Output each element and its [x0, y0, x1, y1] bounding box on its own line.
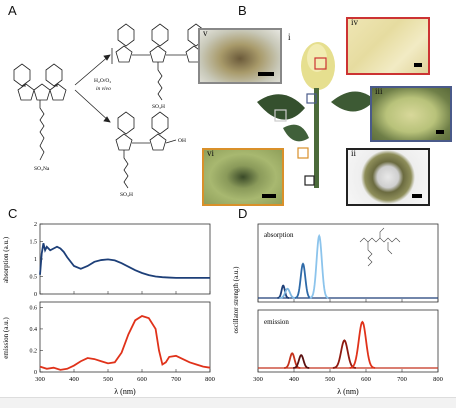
chemical-structure-diagram: H₂O/O₂ in vivo SO₃Na SO₃H SO₃H OH n [13, 23, 213, 198]
inset-label-vi: vi [207, 148, 215, 158]
inset-photo-iv: iv [346, 17, 430, 75]
scale-bar [412, 194, 422, 198]
emission-series-line [39, 315, 211, 371]
chart-c-xlabel: λ (nm) [114, 387, 136, 396]
panel-label-c: C [8, 206, 18, 221]
marker-node [297, 147, 309, 159]
peak-mark [284, 352, 301, 369]
x-tick-label: 300 [253, 376, 263, 383]
chart-d-ylabel: oscillator strength (a.u.) [232, 266, 240, 334]
rose-stem-illustration [257, 42, 375, 188]
reagents-line2: in vivo [96, 86, 111, 92]
inset-label-iii: iii [375, 86, 383, 96]
marker-stem-upper [306, 93, 317, 104]
scale-bar [414, 63, 422, 67]
x-tick-label: 700 [171, 376, 181, 383]
peak-mark [293, 354, 310, 369]
x-tick-label: 600 [137, 376, 147, 383]
chart-c-bottom-ylabel: emission (a.u.) [2, 317, 10, 359]
panel-label-d: D [238, 206, 248, 221]
sulfonate-top: SO₃H [152, 104, 165, 110]
y-tick-label: 0 [34, 292, 37, 298]
inset-label-ii: ii [351, 148, 357, 158]
inset-label-iv: iv [351, 17, 359, 27]
x-tick-label: 600 [361, 376, 371, 383]
y-tick-label: 1.5 [30, 240, 38, 246]
y-tick-label: 0.4 [30, 327, 38, 333]
inset-photo-v: v [198, 28, 282, 84]
peak-mark [294, 262, 312, 299]
peak-mark [332, 339, 356, 369]
scale-bar [436, 130, 444, 134]
x-tick-label: 800 [433, 376, 443, 383]
scale-bar [262, 194, 276, 198]
x-tick-label: 500 [325, 376, 335, 383]
y-tick-label: 2 [34, 222, 37, 228]
marker-stem-lower [304, 175, 315, 186]
peak-mark [349, 320, 376, 369]
footer-bar [0, 397, 456, 408]
hydroxyl-label: OH [178, 138, 186, 144]
x-tick-label: 400 [289, 376, 299, 383]
peak-mark [277, 284, 290, 299]
inset-photo-ii: ii [346, 148, 430, 206]
marker-petal [314, 57, 327, 70]
molecule-inset [359, 227, 401, 267]
sulfonate-left: SO₃Na [34, 166, 50, 172]
chart-c-spectra: absorption (a.u.) emission (a.u.) λ (nm)… [2, 222, 215, 396]
peak-mark [279, 287, 296, 299]
marker-leaf [274, 109, 287, 122]
y-tick-label: 0.5 [30, 275, 38, 281]
reagents-line1: H₂O/O₂ [94, 78, 111, 84]
x-tick-label: 400 [69, 376, 79, 383]
y-tick-label: 1 [34, 257, 37, 263]
chart-d-top-inset-label: absorption [264, 231, 294, 239]
panel-label-a: A [8, 3, 17, 18]
inset-photo-vi: vi [202, 148, 284, 206]
plant-photo-panel: i [243, 18, 455, 206]
peak-mark [309, 233, 329, 299]
sulfonate-bottom: SO₃H [120, 192, 133, 198]
chart-d-xlabel: λ (nm) [337, 387, 359, 396]
y-tick-label: 0.6 [30, 305, 38, 311]
chart-c-top-ylabel: absorption (a.u.) [2, 236, 10, 283]
x-tick-label: 300 [35, 376, 45, 383]
chart-d-bottom-inset-label: emission [264, 318, 289, 326]
x-tick-label: 800 [205, 376, 215, 383]
inset-label-i: i [288, 32, 291, 42]
y-tick-label: 0 [34, 370, 37, 376]
x-tick-label: 500 [103, 376, 113, 383]
inset-photo-iii: iii [370, 86, 452, 142]
y-tick-label: 0.2 [30, 348, 38, 354]
panel-label-b: B [238, 3, 247, 18]
scale-bar [258, 72, 274, 76]
inset-label-v: v [203, 28, 208, 38]
chart-d-oscillator: oscillator strength (a.u.) λ (nm) absorp… [232, 223, 443, 396]
absorption-series-line [39, 243, 210, 279]
x-tick-label: 700 [397, 376, 407, 383]
